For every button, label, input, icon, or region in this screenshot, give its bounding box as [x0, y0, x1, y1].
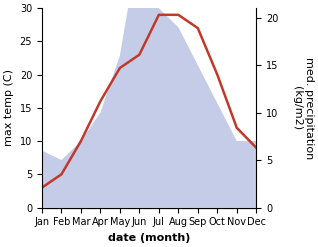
X-axis label: date (month): date (month) [108, 233, 190, 243]
Y-axis label: med. precipitation
(kg/m2): med. precipitation (kg/m2) [292, 57, 314, 159]
Y-axis label: max temp (C): max temp (C) [4, 69, 14, 146]
